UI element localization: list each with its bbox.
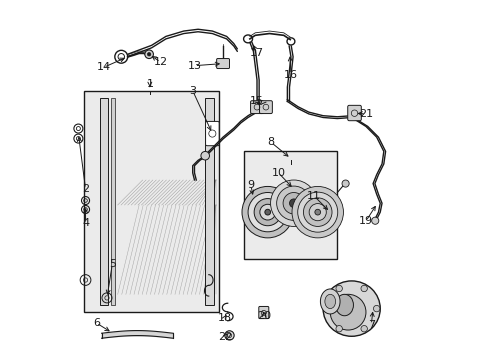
Bar (205, 98, 214, 305)
Circle shape (201, 152, 209, 160)
Bar (100, 98, 107, 305)
Text: 4: 4 (82, 218, 89, 228)
Text: 17: 17 (249, 48, 264, 58)
Circle shape (224, 331, 234, 340)
Circle shape (147, 53, 151, 56)
Bar (110, 98, 115, 305)
Text: 20: 20 (257, 311, 271, 321)
Circle shape (373, 305, 379, 312)
Ellipse shape (335, 294, 353, 316)
Text: 9: 9 (247, 180, 254, 190)
Circle shape (323, 305, 329, 312)
Text: 15: 15 (249, 96, 264, 107)
Text: 1: 1 (146, 78, 153, 89)
Circle shape (308, 203, 325, 221)
FancyBboxPatch shape (258, 306, 268, 319)
Text: 6: 6 (93, 318, 100, 328)
Circle shape (259, 204, 275, 220)
Ellipse shape (324, 294, 335, 309)
Text: 8: 8 (267, 138, 274, 148)
Text: 13: 13 (187, 61, 201, 71)
Circle shape (254, 199, 281, 226)
Circle shape (303, 198, 331, 226)
Circle shape (276, 186, 310, 220)
Circle shape (247, 193, 287, 232)
Ellipse shape (323, 281, 380, 336)
Text: 22: 22 (217, 332, 231, 342)
Ellipse shape (329, 294, 365, 330)
Text: 11: 11 (306, 191, 321, 201)
Text: 19: 19 (358, 216, 372, 226)
Circle shape (289, 199, 298, 207)
Bar (83, 91, 219, 312)
Text: 18: 18 (217, 312, 231, 323)
Text: 7: 7 (367, 320, 374, 330)
Text: 16: 16 (284, 69, 297, 80)
Text: 3: 3 (189, 86, 196, 96)
Circle shape (270, 180, 316, 226)
Ellipse shape (320, 289, 339, 314)
Circle shape (335, 285, 342, 292)
Circle shape (360, 285, 366, 292)
Circle shape (341, 180, 348, 187)
FancyBboxPatch shape (347, 105, 361, 121)
Circle shape (264, 209, 270, 215)
Circle shape (242, 186, 293, 238)
Circle shape (360, 325, 366, 332)
Text: 21: 21 (358, 109, 372, 119)
Text: 2: 2 (82, 184, 89, 194)
FancyBboxPatch shape (259, 101, 272, 113)
Text: 5: 5 (109, 259, 116, 269)
Circle shape (291, 186, 343, 238)
FancyBboxPatch shape (216, 59, 229, 68)
Circle shape (297, 192, 337, 232)
Circle shape (335, 325, 342, 332)
Circle shape (371, 217, 378, 224)
Circle shape (283, 193, 304, 214)
FancyBboxPatch shape (250, 101, 263, 113)
Circle shape (314, 209, 320, 215)
Circle shape (144, 50, 153, 59)
Text: 12: 12 (153, 57, 167, 67)
Bar (244, 152, 337, 258)
FancyBboxPatch shape (205, 121, 219, 146)
Text: 10: 10 (271, 168, 285, 178)
Text: 14: 14 (96, 63, 110, 72)
